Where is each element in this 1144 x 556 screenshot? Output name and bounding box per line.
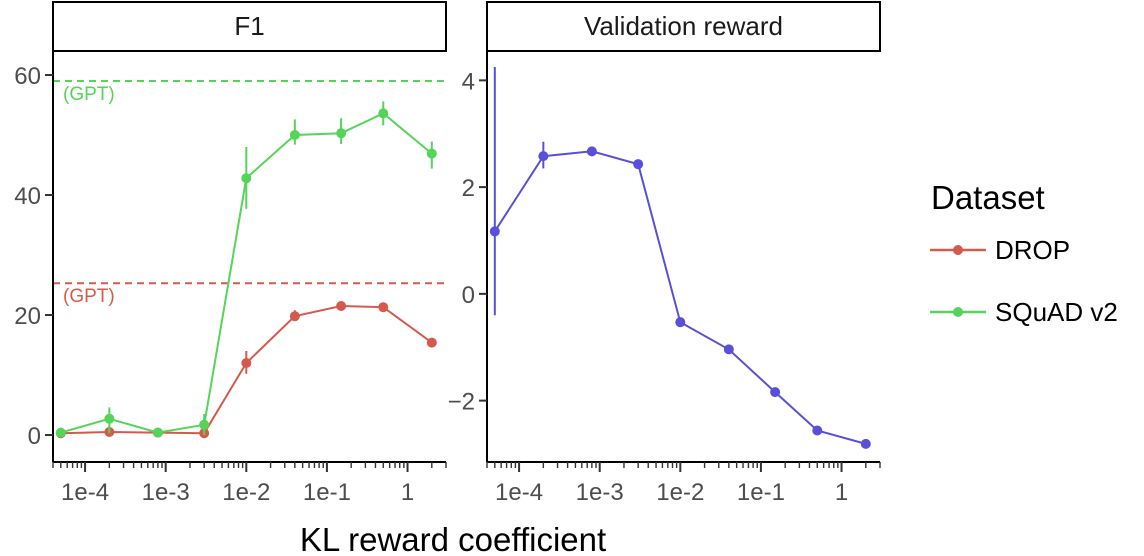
validation-reward-x-tick-label: 1e-4	[495, 479, 543, 506]
validation-reward-x-tick-label: 1	[835, 479, 848, 506]
f1-panel-title: F1	[234, 11, 264, 41]
f1-y-tick-label: 20	[14, 303, 41, 330]
data-point-validation-reward	[770, 387, 781, 398]
legend-swatch-point	[953, 245, 963, 255]
data-point-validation-reward	[489, 226, 500, 237]
f1-x-tick-label: 1e-3	[142, 479, 190, 506]
f1-x-tick-label: 1e-1	[303, 479, 351, 506]
data-point-validation-reward	[675, 317, 686, 328]
data-point-validation-reward	[586, 146, 597, 157]
f1-series	[55, 101, 437, 439]
legend-item-squad-v2: SQuAD v2	[930, 297, 1118, 327]
f1-x-tick-label: 1e-2	[222, 479, 270, 506]
data-point-squad-v2	[289, 130, 300, 140]
legend: Dataset DROP SQuAD v2	[930, 179, 1118, 327]
f1-x-tick-label: 1	[401, 479, 414, 506]
f1-x-tick-label: 1e-4	[61, 479, 109, 506]
validation-reward-panel-title: Validation reward	[584, 11, 783, 41]
legend-items: DROP SQuAD v2	[930, 235, 1118, 327]
validation-reward-x-tick-label: 1e-3	[576, 479, 624, 506]
legend-title: Dataset	[931, 179, 1045, 216]
data-point-squad-v2	[378, 108, 389, 119]
data-point-drop	[241, 358, 252, 368]
data-point-squad-v2	[152, 427, 163, 438]
validation-reward-y-tick-label: 0	[462, 282, 475, 309]
f1-y-tick-label: 0	[28, 423, 41, 450]
f1-y-tick-label: 60	[14, 63, 41, 90]
validation-reward-y-tick-label: 2	[462, 175, 475, 202]
legend-item-drop: DROP	[930, 235, 1070, 265]
validation-reward-series	[489, 67, 871, 449]
f1-y-tick-label: 40	[14, 183, 41, 210]
data-point-drop	[426, 337, 437, 348]
data-point-squad-v2	[241, 173, 252, 184]
f1-axes: 1e-4 1e-3 1e-2 1e-1 1 0 20 40 60	[14, 51, 447, 506]
validation-reward-y-tick-label: 4	[462, 68, 475, 95]
data-point-squad-v2	[199, 419, 210, 430]
validation-reward-strip	[486, 1, 881, 52]
legend-swatch-point	[953, 307, 963, 317]
data-point-validation-reward	[538, 151, 549, 162]
validation-reward-x-tick-label: 1e-2	[656, 479, 704, 506]
reference-line-label: (GPT)	[63, 286, 115, 307]
validation-reward-panel: Validation reward 1e-4 1e-3 1e-2 1e-1 1 −2 0 2 4	[448, 1, 881, 506]
data-point-drop	[378, 302, 389, 313]
data-point-drop	[289, 311, 300, 322]
data-point-validation-reward	[723, 344, 734, 355]
validation-reward-y-tick-label: −2	[448, 389, 475, 416]
series-validation-reward	[489, 67, 871, 449]
legend-label: SQuAD v2	[995, 297, 1118, 327]
data-point-squad-v2	[426, 148, 437, 159]
data-point-squad-v2	[336, 128, 347, 139]
data-point-squad-v2	[104, 413, 115, 424]
legend-label: DROP	[995, 235, 1070, 265]
data-point-validation-reward	[633, 159, 644, 170]
data-point-drop	[336, 301, 347, 311]
reference-line-label: (GPT)	[63, 84, 115, 105]
x-axis-title: KL reward coefficient	[300, 521, 606, 556]
f1-panel: F1 (GPT) (GPT) 1e-4 1e-3 1e-2 1e-1 1 0 20 40 60	[14, 1, 447, 506]
validation-reward-axes: 1e-4 1e-3 1e-2 1e-1 1 −2 0 2 4	[448, 51, 881, 506]
data-point-validation-reward	[812, 425, 823, 436]
f1-reference-lines: (GPT) (GPT)	[53, 80, 446, 307]
validation-reward-x-tick-label: 1e-1	[737, 479, 785, 506]
data-point-validation-reward	[860, 438, 871, 449]
series-squad-v2	[55, 101, 437, 438]
f1-strip	[52, 1, 447, 52]
data-point-squad-v2	[55, 427, 66, 438]
series-line-validation-reward	[493, 150, 867, 445]
